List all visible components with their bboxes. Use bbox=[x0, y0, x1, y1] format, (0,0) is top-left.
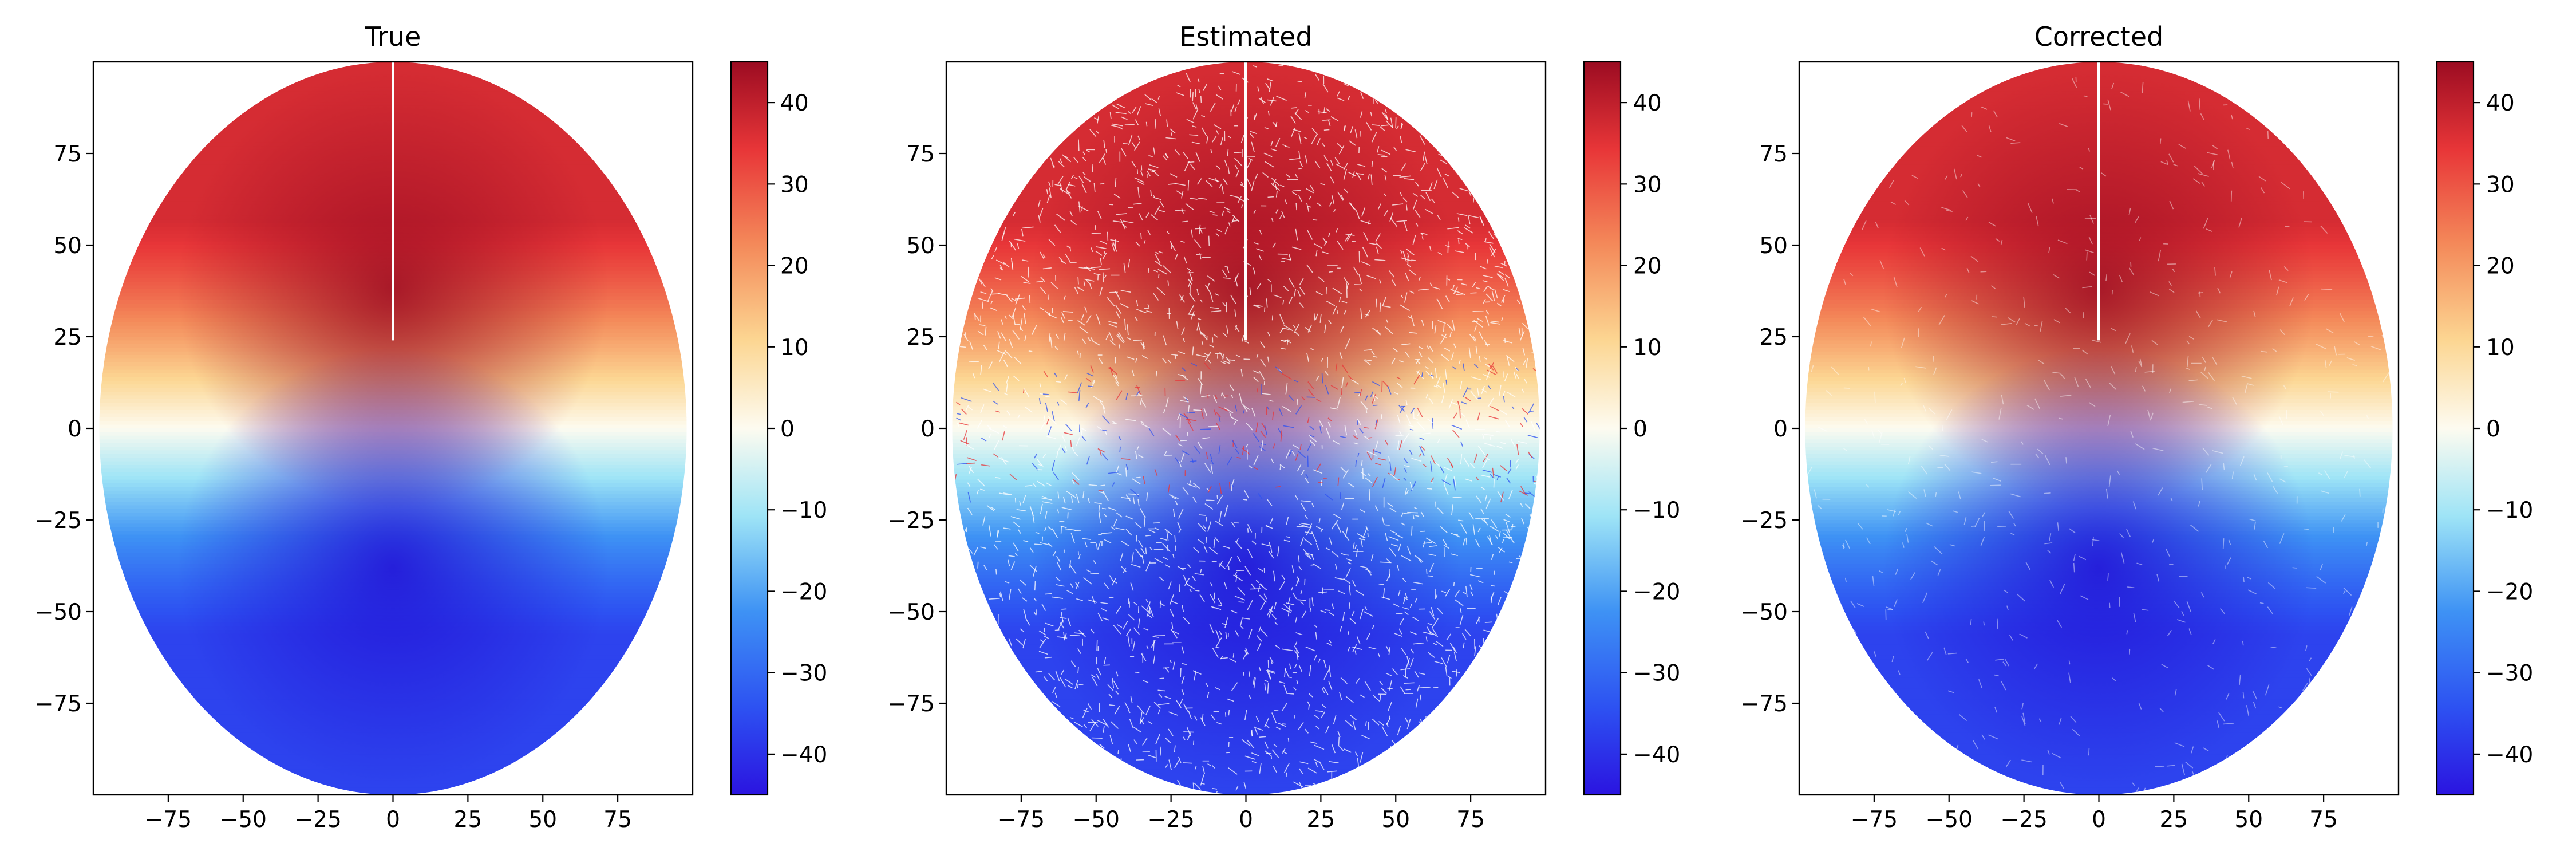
colorbar-tick-label: −20 bbox=[780, 579, 827, 605]
x-tick-label: 50 bbox=[2234, 807, 2263, 833]
colorbar-tick-label: 10 bbox=[1633, 335, 1662, 361]
x-tick-label: 75 bbox=[2309, 807, 2338, 833]
colorbar-tick-label: 0 bbox=[780, 416, 795, 442]
colorbar-tick-label: 40 bbox=[1633, 90, 1662, 116]
y-tick-label: 0 bbox=[1773, 416, 1788, 442]
x-tick-label: 25 bbox=[454, 807, 483, 833]
x-tick-label: 25 bbox=[2160, 807, 2188, 833]
colorbar-2 bbox=[2436, 61, 2475, 796]
colorbar-tick-label: 30 bbox=[2486, 172, 2515, 198]
colorbar-tick-label: −10 bbox=[1633, 498, 1680, 523]
y-tick-label: −50 bbox=[35, 600, 82, 625]
colorbar-tick-label: 10 bbox=[2486, 335, 2515, 361]
x-tick-label: −25 bbox=[1147, 807, 1194, 833]
panels: True −75 −50 −25 0 25 50 75 75 50 25 0 −25 −50 −75 40 30… bbox=[35, 21, 2534, 833]
colorbar-tick-label: −10 bbox=[780, 498, 827, 523]
colorbar-tick-label: −30 bbox=[2486, 661, 2533, 687]
colorbar-tick-label: 20 bbox=[1633, 254, 1662, 279]
x-tick-label: −75 bbox=[1851, 807, 1898, 833]
x-tick-label: −50 bbox=[1073, 807, 1120, 833]
heatmap-field-2 bbox=[1805, 62, 2393, 795]
y-tick-label: −50 bbox=[888, 600, 935, 625]
colorbar-tick-label: −40 bbox=[2486, 742, 2533, 768]
x-tick-label: 75 bbox=[603, 807, 632, 833]
x-tick-label: 75 bbox=[1456, 807, 1485, 833]
y-tick-label: −75 bbox=[35, 691, 82, 717]
panel-title-1: Estimated bbox=[1179, 21, 1312, 52]
colorbar-tick-label: 40 bbox=[780, 90, 809, 116]
x-tick-label: 0 bbox=[1239, 807, 1253, 833]
colorbar-tick-label: 30 bbox=[1633, 172, 1662, 198]
x-tick-label: −25 bbox=[294, 807, 341, 833]
heatmap-field-0 bbox=[99, 62, 687, 795]
y-tick-label: −25 bbox=[888, 508, 935, 534]
x-tick-label: −75 bbox=[998, 807, 1045, 833]
colorbar-1 bbox=[1583, 61, 1622, 796]
panel-title-2: Corrected bbox=[2034, 21, 2163, 52]
colorbar-tick-label: 10 bbox=[780, 335, 809, 361]
x-tick-label: −50 bbox=[220, 807, 267, 833]
y-tick-label: 75 bbox=[53, 141, 82, 167]
y-tick-label: 25 bbox=[1759, 325, 1788, 350]
colorbar-tick-label: −40 bbox=[1633, 742, 1680, 768]
x-tick-label: −25 bbox=[2000, 807, 2047, 833]
panel-title-0: True bbox=[365, 21, 421, 52]
colorbar-tick-label: −30 bbox=[1633, 661, 1680, 687]
colorbar-tick-label: −40 bbox=[780, 742, 827, 768]
colorbar-tick-label: 20 bbox=[780, 254, 809, 279]
panel-2: Corrected −75 −50 −25 0 25 50 75 75 50 25 0 −25 −50 −7… bbox=[1741, 21, 2534, 833]
x-tick-label: −75 bbox=[145, 807, 192, 833]
x-tick-label: −50 bbox=[1926, 807, 1973, 833]
heatmap-field-1 bbox=[952, 62, 1540, 795]
colorbar-tick-label: −10 bbox=[2486, 498, 2533, 523]
colorbar-tick-label: 0 bbox=[2486, 416, 2500, 442]
y-tick-label: −75 bbox=[1741, 691, 1788, 717]
y-tick-label: 0 bbox=[68, 416, 82, 442]
colorbar-0 bbox=[730, 61, 769, 796]
y-tick-label: 50 bbox=[53, 233, 82, 259]
y-tick-label: 25 bbox=[906, 325, 935, 350]
colorbar-tick-label: 30 bbox=[780, 172, 809, 198]
x-tick-label: 25 bbox=[1307, 807, 1336, 833]
x-tick-label: 0 bbox=[2092, 807, 2106, 833]
y-tick-label: 50 bbox=[1759, 233, 1788, 259]
panel-0: True −75 −50 −25 0 25 50 75 75 50 25 0 −25 −50 −75 40 30… bbox=[35, 21, 828, 833]
colorbar-tick-label: −30 bbox=[780, 661, 827, 687]
colorbar-tick-label: 20 bbox=[2486, 254, 2515, 279]
y-tick-label: 75 bbox=[906, 141, 935, 167]
y-tick-label: −75 bbox=[888, 691, 935, 717]
y-tick-label: −50 bbox=[1741, 600, 1788, 625]
x-tick-label: 50 bbox=[528, 807, 557, 833]
colorbar-tick-label: 0 bbox=[1633, 416, 1647, 442]
colorbar-tick-label: −20 bbox=[2486, 579, 2533, 605]
y-tick-label: 25 bbox=[53, 325, 82, 350]
colorbar-tick-label: 40 bbox=[2486, 90, 2515, 116]
x-tick-label: 50 bbox=[1381, 807, 1410, 833]
y-tick-label: −25 bbox=[35, 508, 82, 534]
y-tick-label: 0 bbox=[920, 416, 935, 442]
x-tick-label: 0 bbox=[386, 807, 400, 833]
y-tick-label: 50 bbox=[906, 233, 935, 259]
colorbar-tick-label: −20 bbox=[1633, 579, 1680, 605]
y-tick-label: 75 bbox=[1759, 141, 1788, 167]
panel-1: Estimated −75 −50 −25 0 25 50 75 75 50 25 0 −25 −50 −7… bbox=[888, 21, 1681, 833]
y-tick-label: −25 bbox=[1741, 508, 1788, 534]
